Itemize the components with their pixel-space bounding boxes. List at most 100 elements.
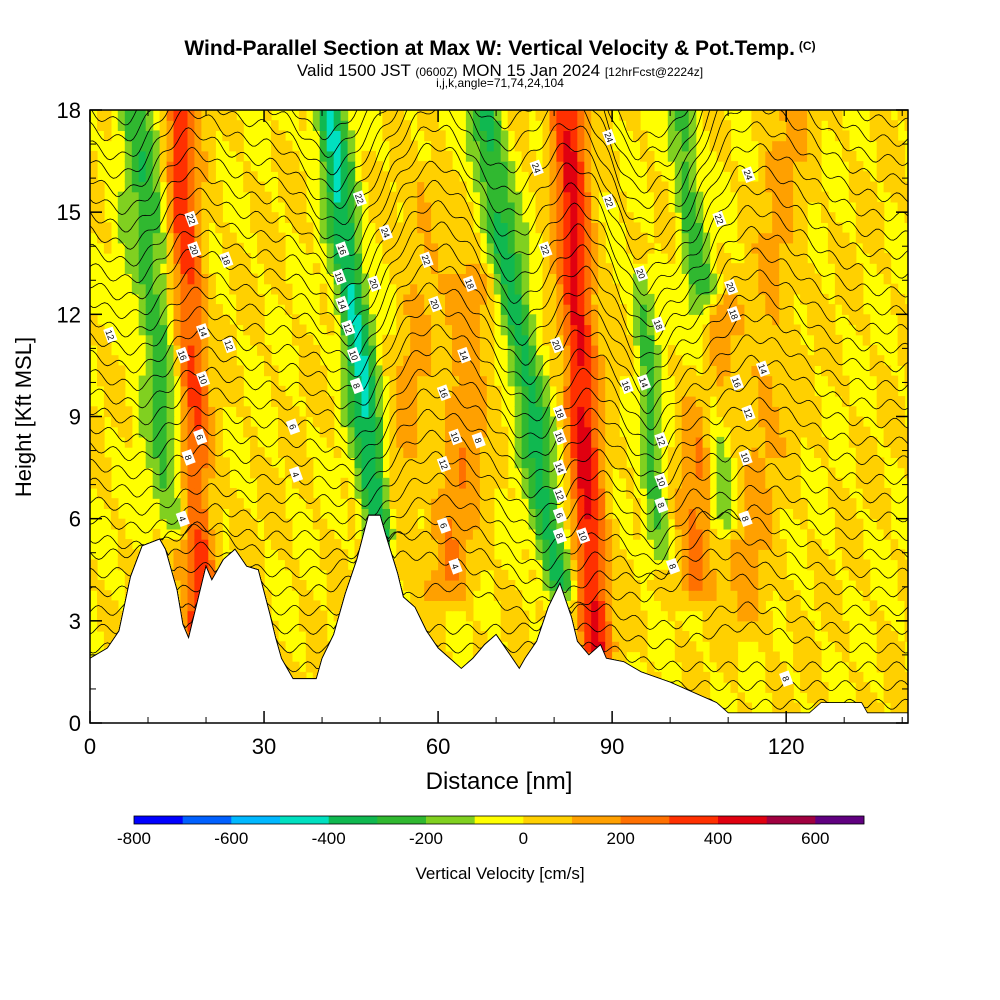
fill-cell [514,120,523,131]
fill-cell [152,324,161,336]
fill-cell [793,171,801,183]
fill-cell [737,201,745,213]
fill-cell [291,212,300,223]
fill-cell [862,171,871,183]
fill-cell [695,436,704,448]
fill-cell [716,324,725,336]
fill-cell [319,150,328,162]
fill-cell [570,620,578,632]
fill-cell [577,232,585,244]
fill-cell [646,457,655,469]
fill-cell [702,498,711,509]
fill-cell [758,334,766,346]
fill-cell [271,253,279,264]
fill-cell [570,539,578,550]
fill-cell [445,569,453,581]
fill-cell [291,150,300,162]
fill-cell [695,385,704,397]
fill-cell [904,600,908,612]
fill-cell [640,232,648,244]
fill-cell [389,120,397,131]
fill-cell [772,416,780,428]
fill-cell [862,426,871,438]
fill-cell [459,304,467,315]
fill-cell [723,610,732,622]
fill-cell [507,314,516,326]
fill-cell [869,508,878,520]
fill-cell [97,212,105,223]
fill-cell [486,130,495,142]
fill-cell [145,283,154,295]
fill-cell [284,426,293,438]
fill-cell [737,539,745,550]
contour-label-text: 16 [437,386,450,399]
fill-cell [417,304,425,315]
fill-cell [737,610,745,622]
fill-cell [563,580,571,591]
fill-cell [152,416,161,428]
fill-cell [187,580,196,591]
fill-cell [110,385,119,397]
fill-cell [264,273,272,285]
theta-contour [90,282,908,379]
fill-cell [333,161,342,172]
fill-cell [834,345,843,356]
fill-cell [772,406,780,418]
fill-cell [688,682,697,693]
fill-cell [479,488,488,499]
fill-cell [152,191,161,203]
fill-cell [138,385,147,397]
fill-cell [305,467,314,479]
fill-cell [166,161,175,172]
fill-cell [786,150,794,162]
fill-cell [814,559,822,571]
fill-cell [869,477,878,489]
fill-cell [180,212,189,223]
fill-cell [786,120,794,131]
fill-cell [821,314,829,326]
terrain-profile [90,514,908,723]
fill-cell [159,498,168,509]
fill-cell [702,447,711,458]
fill-cell [674,457,683,469]
fill-cell [883,365,892,377]
fill-cell [459,314,467,326]
fill-cell [459,600,467,612]
fill-cell [730,641,739,653]
fill-cell [737,559,745,571]
fill-cell [396,140,404,152]
fill-cell [834,477,843,489]
fill-cell [472,498,481,509]
fill-cell [758,580,766,591]
fill-cell [716,580,725,591]
fill-cell [438,150,446,162]
fill-cell [201,263,209,274]
fill-cell [883,682,892,693]
fill-cell [855,161,864,172]
fill-cell [389,426,397,438]
fill-cell [807,355,815,366]
fill-cell [326,181,335,193]
fill-cell [841,651,850,663]
fill-cell [605,477,613,489]
fill-cell [848,498,857,509]
fill-cell [744,304,752,315]
fill-cell [424,324,432,336]
fill-cell [250,457,258,469]
fill-cell [758,191,766,203]
fill-cell [465,345,474,356]
fill-cell [744,426,752,438]
fill-cell [556,232,564,244]
fill-cell [222,457,230,469]
fill-cell [472,253,481,264]
fill-cell [382,488,390,499]
fill-cell [194,477,202,489]
fill-cell [897,314,906,326]
fill-cell [640,334,648,346]
fill-cell [514,222,523,234]
fill-cell [243,161,251,172]
fill-cell [827,110,836,121]
fill-cell [131,181,140,193]
fill-cell [716,436,725,448]
fill-cell [424,559,432,571]
